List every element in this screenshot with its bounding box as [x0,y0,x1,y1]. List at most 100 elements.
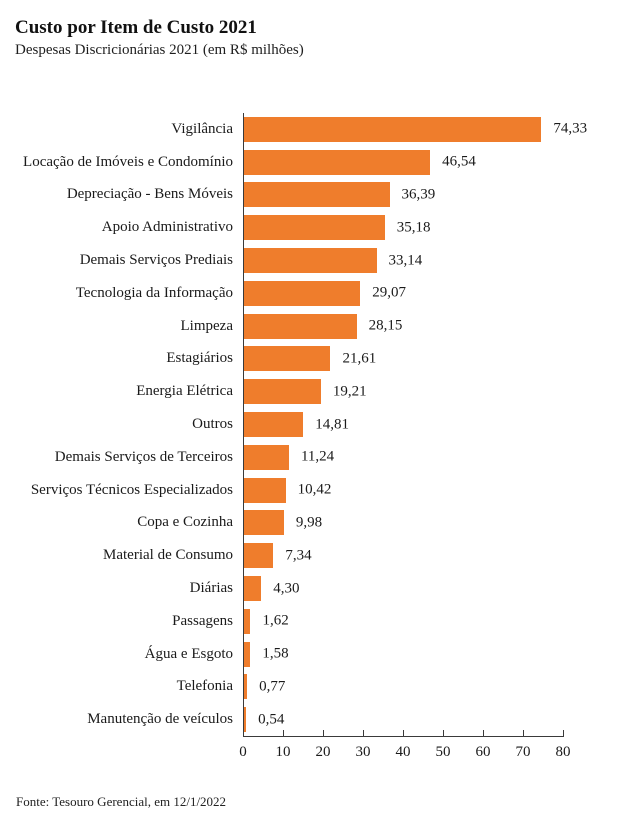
category-label: Outros [192,416,233,433]
bar [244,182,390,208]
bar-track: 7,34 [243,543,563,569]
category-label: Demais Serviços Prediais [79,252,233,269]
bar [244,608,251,634]
bar [244,510,284,536]
x-tick-label: 80 [555,744,571,760]
bar [244,674,248,700]
bar-row: Demais Serviços de Terceiros 11,24 [16,441,640,474]
category-label: Diárias [189,580,233,597]
value-label: 74,33 [553,120,588,137]
value-label: 7,34 [285,547,312,564]
category-label: Água e Esgoto [144,645,233,662]
bar [244,215,385,241]
category-label: Manutenção de veículos [87,711,233,728]
bar-row: Tecnologia da Informação 29,07 [16,277,640,310]
bar-row: Energia Elétrica 19,21 [16,375,640,408]
category-label: Apoio Administrativo [101,219,233,236]
chart-title: Custo por Item de Custo 2021 [15,17,257,38]
bar-track: 28,15 [243,313,563,339]
bar-track: 0,77 [243,674,563,700]
x-tick-label: 20 [315,744,331,760]
value-label: 0,77 [259,678,286,695]
category-label: Serviços Técnicos Especializados [30,481,233,498]
x-tick [363,730,364,737]
bar-track: 46,54 [243,149,563,175]
category-label: Demais Serviços de Terceiros [54,448,233,465]
bar [244,149,431,175]
value-label: 35,18 [396,219,431,236]
x-tick [523,730,524,737]
bar [244,280,361,306]
category-label: Energia Elétrica [136,383,233,400]
value-label: 4,30 [273,580,300,597]
bar-track: 9,98 [243,510,563,536]
value-label: 11,24 [300,448,335,465]
bar-chart: Vigilância 74,33 Locação de Imóveis e Cond… [16,113,640,771]
x-tick [443,730,444,737]
bar-row: Locação de Imóveis e Condomínio 46,54 [16,146,640,179]
value-label: 19,21 [332,383,367,400]
bar-track: 14,81 [243,412,563,438]
bar-track: 11,24 [243,444,563,470]
value-label: 21,61 [342,350,377,367]
value-label: 1,62 [262,612,289,629]
category-label: Estagiários [166,350,233,367]
value-label: 29,07 [372,284,407,301]
bar-row: Limpeza 28,15 [16,310,640,343]
category-label: Depreciação - Bens Móveis [66,186,233,203]
category-label: Telefonia [176,678,233,695]
value-label: 14,81 [315,416,349,433]
bar [244,346,331,372]
bar-row: Passagens 1,62 [16,605,640,638]
bar [244,543,274,569]
chart-subtitle: Despesas Discricionárias 2021 (em R$ mil… [15,41,304,58]
bar-track: 1,62 [243,608,563,634]
bar-track: 21,61 [243,346,563,372]
bar [244,379,321,405]
bar-track: 33,14 [243,248,563,274]
bar-row: Água e Esgoto 1,58 [16,638,640,671]
bar-row: Apoio Administrativo 35,18 [16,211,640,244]
bar [244,576,262,602]
source-note: Fonte: Tesouro Gerencial, em 12/1/2022 [16,794,227,809]
bar-row: Diárias 4,30 [16,572,640,605]
bar-track: 36,39 [243,182,563,208]
x-axis-line: 0 10 20 30 40 50 60 70 80 [239,730,571,771]
bar-row: Copa e Cozinha 9,98 [16,507,640,540]
value-label: 28,15 [368,317,403,334]
bar [244,707,247,733]
x-tick-label: 60 [475,744,491,760]
bar-row: Serviços Técnicos Especializados 10,42 [16,474,640,507]
bar-row: Manutenção de veículos 0,54 [16,703,640,736]
x-tick-label: 40 [395,744,411,760]
value-label: 46,54 [442,153,476,170]
bar-row: Vigilância 74,33 [16,113,640,146]
y-axis-line [243,113,244,736]
bar-track: 29,07 [243,280,563,306]
value-label: 33,14 [388,252,423,269]
bar [244,248,377,274]
value-label: 0,54 [258,711,285,728]
category-label: Locação de Imóveis e Condomínio [23,153,233,170]
bar-row: Estagiários 21,61 [16,343,640,376]
bar [244,116,542,142]
bar-track: 19,21 [243,379,563,405]
value-label: 36,39 [401,186,436,203]
category-label: Passagens [172,612,233,629]
bar [244,412,304,438]
bar-row: Depreciação - Bens Móveis 36,39 [16,179,640,212]
bar-row: Demais Serviços Prediais 33,14 [16,244,640,277]
bar-row: Telefonia 0,77 [16,671,640,704]
x-tick-label: 50 [435,744,451,760]
x-tick [483,730,484,737]
bar-rows: Vigilância 74,33 Locação de Imóveis e Cond… [16,113,640,736]
bar-row: Material de Consumo 7,34 [16,539,640,572]
bar-track: 4,30 [243,576,563,602]
bar [244,477,286,503]
category-label: Limpeza [180,317,233,334]
value-label: 9,98 [295,514,323,531]
category-label: Vigilância [171,120,233,137]
value-label: 1,58 [262,645,289,662]
bar-track: 1,58 [243,641,563,667]
bar-row: Outros 14,81 [16,408,640,441]
